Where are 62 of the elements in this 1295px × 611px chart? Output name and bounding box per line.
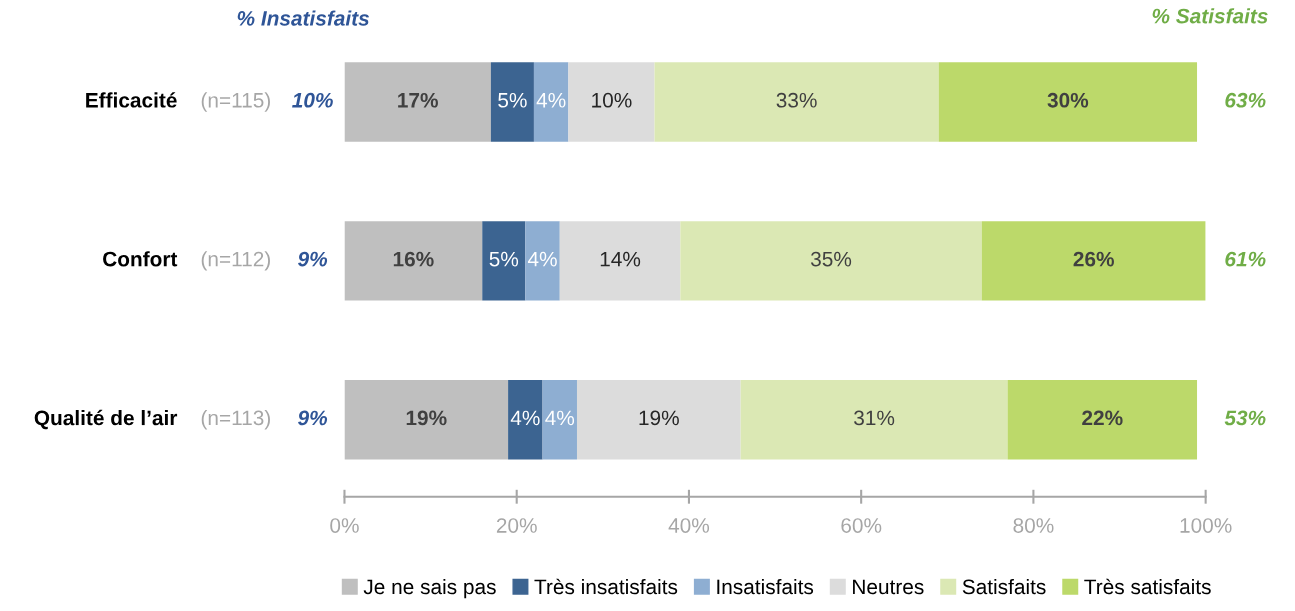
text: 53% [1224, 410, 1266, 426]
data-label: 35% [810, 251, 852, 267]
data-label: 26% [1073, 251, 1114, 267]
bar [568, 62, 655, 142]
text: 61% [1225, 251, 1266, 267]
bar [344, 62, 491, 142]
bar [508, 380, 543, 460]
text: 9% [298, 251, 328, 267]
x-tick-label: 60% [841, 518, 882, 533]
bar [344, 221, 483, 301]
data-label: 5% [489, 251, 519, 267]
y-tick-label: Qualité de l’air [34, 409, 178, 430]
x-tick-label: 0% [330, 518, 359, 533]
data-label: 4% [510, 410, 540, 426]
bar [576, 380, 741, 460]
bar [344, 380, 509, 460]
bar [680, 221, 982, 301]
bar [525, 221, 560, 301]
y-tick-label: Confort [103, 251, 178, 267]
data-label: 16% [393, 251, 434, 267]
data-label: 30% [1047, 92, 1089, 108]
x-tick-label: 20% [496, 518, 537, 533]
text: 63% [1225, 92, 1266, 108]
text: (n=113) [201, 410, 270, 430]
bar [559, 221, 681, 301]
bar [542, 380, 577, 460]
x-tick-label: 80% [1013, 518, 1054, 533]
legend-label: Je ne sais pas [363, 578, 496, 599]
bar [533, 62, 569, 142]
data-label: 10% [592, 92, 632, 108]
data-label: 17% [398, 92, 438, 108]
text: (n=115) [201, 92, 270, 112]
bar [1007, 380, 1198, 460]
bar [981, 221, 1206, 301]
legend-label: Très satisfaits [1084, 578, 1211, 595]
x-tick-label: 40% [668, 518, 710, 533]
annotation: % Satisfaits [1152, 8, 1268, 24]
bar [654, 62, 939, 142]
data-label: 19% [406, 410, 447, 426]
bar [740, 380, 1008, 460]
data-label: 33% [776, 92, 817, 108]
y-tick-label: Efficacité [86, 92, 177, 108]
data-label: 14% [600, 251, 641, 267]
legend-label: Très insatisfaits [534, 578, 678, 595]
legend-label: Satisfaits [962, 578, 1046, 595]
data-label: 31% [854, 410, 895, 426]
annotation: % Insatisfaits [237, 10, 369, 26]
data-label: 4% [527, 251, 557, 267]
legend-label: Insatisfaits [717, 578, 814, 595]
bar [938, 62, 1198, 142]
text: (n=112) [201, 251, 270, 271]
data-label: 22% [1082, 410, 1123, 426]
bar [490, 62, 534, 142]
x-tick-label: 100% [1180, 518, 1232, 533]
legend-label: Neutres [853, 579, 924, 595]
text: 9% [298, 410, 328, 426]
bar [482, 221, 526, 301]
data-label: 4% [545, 410, 575, 426]
text: 10% [292, 92, 333, 108]
data-label: 19% [639, 410, 679, 426]
data-label: 5% [498, 92, 527, 108]
data-label: 4% [536, 92, 566, 108]
